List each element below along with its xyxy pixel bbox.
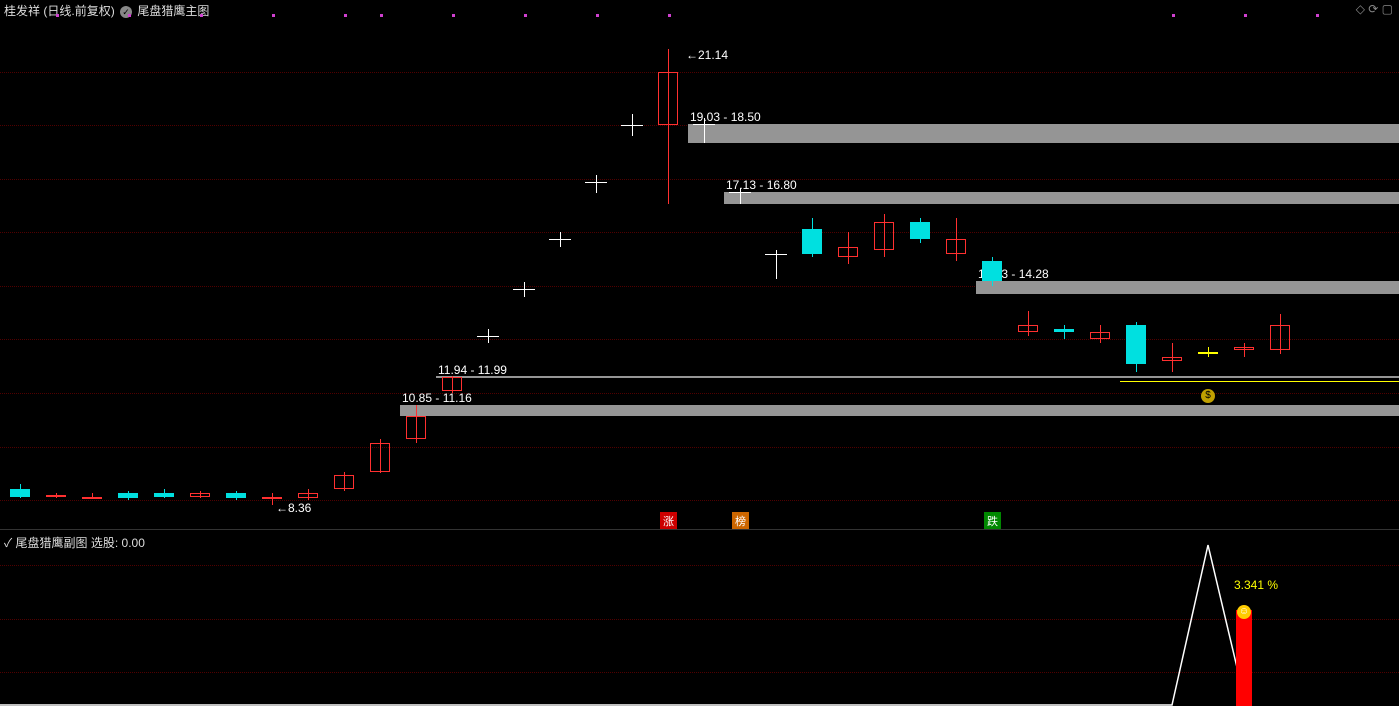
gridline — [0, 179, 1399, 180]
marker-dot — [596, 14, 599, 17]
candle-body — [1090, 332, 1110, 339]
gridline — [0, 72, 1399, 73]
marker-dot — [128, 14, 131, 17]
candle-body — [82, 497, 102, 499]
candle-body — [513, 289, 535, 290]
gridline — [0, 339, 1399, 340]
candle-body — [334, 475, 354, 489]
marker-dot — [380, 14, 383, 17]
percent-label: 3.341 % — [1234, 578, 1278, 592]
marker-dot — [668, 14, 671, 17]
gridline — [0, 393, 1399, 394]
indicator-bar — [1236, 610, 1252, 706]
marker-dot — [200, 14, 203, 17]
price-zone — [724, 192, 1399, 204]
candle-body — [874, 222, 894, 251]
candle-body — [693, 124, 715, 125]
candle-body — [802, 229, 822, 254]
zone-label: 17.13 - 16.80 — [726, 178, 797, 192]
zone-label: 10.85 - 11.16 — [402, 391, 472, 405]
price-zone — [436, 376, 1399, 378]
candle-body — [658, 72, 678, 126]
candle-body — [10, 489, 30, 496]
signal-tag: 涨 — [660, 512, 677, 530]
candle-body — [406, 416, 426, 439]
candle-body — [729, 192, 751, 193]
candle-wick — [272, 493, 273, 505]
candle-body — [1234, 347, 1254, 351]
candle-body — [477, 336, 499, 337]
zone-label: 19.03 - 18.50 — [690, 110, 761, 124]
candle-body — [298, 493, 318, 498]
signal-tag: 榜 — [732, 512, 749, 530]
price-annotation: ←8.36 — [276, 501, 311, 515]
candle-body — [46, 495, 66, 497]
candle-body — [765, 254, 787, 255]
candle-body — [585, 182, 607, 183]
marker-dot — [272, 14, 275, 17]
candle-body — [1126, 325, 1146, 364]
candle-body — [262, 497, 282, 499]
candle-body — [190, 493, 210, 497]
candle-body — [154, 493, 174, 497]
marker-dot — [524, 14, 527, 17]
marker-dot — [56, 14, 59, 17]
gridline — [0, 232, 1399, 233]
zone-label: 11.94 - 11.99 — [438, 363, 507, 377]
candle-body — [1054, 329, 1074, 333]
marker-dot — [452, 14, 455, 17]
candle-wick — [1064, 325, 1065, 339]
price-zone — [400, 405, 1399, 416]
chart-container: 桂发祥 (日线.前复权) ✓ 尾盘猎鹰主图 ◇ ⟳ ▢ 19.03 - 18.5… — [0, 0, 1399, 706]
marker-dot — [344, 14, 347, 17]
marker-dot — [1316, 14, 1319, 17]
money-bag-icon: $ — [1201, 389, 1215, 403]
candle-body — [549, 239, 571, 240]
candle-body — [946, 239, 966, 253]
smiley-icon: ☺ — [1237, 605, 1251, 619]
candle-body — [118, 493, 138, 498]
indicator-line — [0, 530, 1399, 706]
signal-line — [1120, 381, 1399, 382]
main-candlestick-chart[interactable]: 19.03 - 18.5017.13 - 16.8014.63 - 14.281… — [0, 0, 1399, 528]
gridline — [0, 500, 1399, 501]
price-zone — [688, 124, 1399, 143]
candle-body — [621, 125, 643, 126]
price-annotation: ←21.14 — [686, 48, 728, 62]
candle-body — [226, 493, 246, 498]
candle-body — [982, 261, 1002, 281]
candle-body — [370, 443, 390, 472]
candle-body — [1018, 325, 1038, 332]
marker-dot — [1244, 14, 1247, 17]
candle-body — [1198, 352, 1218, 354]
sub-indicator-chart[interactable]: ✓ 尾盘猎鹰副图 选股: 0.00 ☺3.341 % — [0, 529, 1399, 706]
candle-body — [910, 222, 930, 240]
candle-body — [1270, 325, 1290, 350]
candle-body — [442, 377, 462, 391]
candle-wick — [1244, 343, 1245, 357]
candle-body — [1162, 357, 1182, 361]
gridline — [0, 447, 1399, 448]
candle-body — [838, 247, 858, 258]
price-zone — [976, 281, 1399, 294]
marker-dot — [1172, 14, 1175, 17]
signal-tag: 跌 — [984, 512, 1001, 530]
